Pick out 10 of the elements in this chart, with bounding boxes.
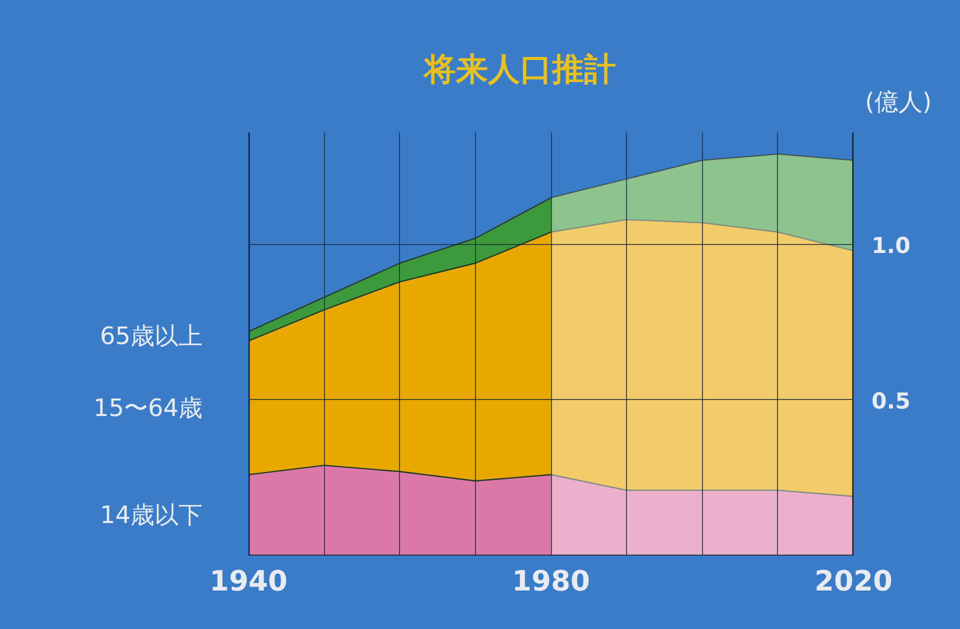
y-axis-title: (億人) [865,87,932,118]
series-label: 65歳以上 [100,322,203,350]
series-label: 14歳以下 [100,501,203,530]
y-tick-label: 0.5 [872,389,910,414]
chart-title: 将来人口推計 [424,49,616,90]
x-tick-label: 1940 [210,564,288,598]
x-tick-label: 2020 [814,564,892,598]
x-tick-label: 1980 [512,564,590,598]
series-label: 15〜64歳 [93,394,202,422]
y-tick-label: 1.0 [872,234,910,259]
